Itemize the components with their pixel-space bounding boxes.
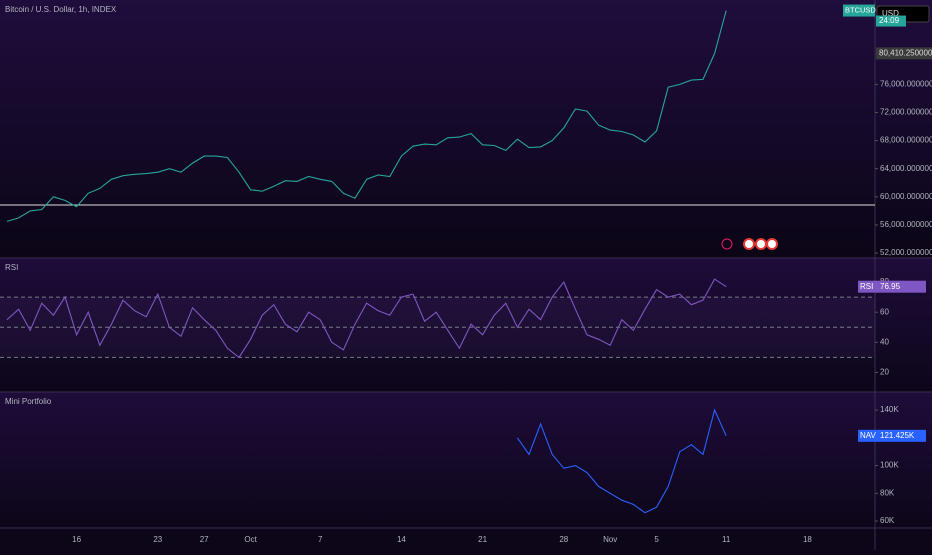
y-tick-label: 56,000.000000 bbox=[880, 220, 932, 229]
y-tick-label: 40 bbox=[880, 337, 889, 346]
x-tick-label: 23 bbox=[153, 535, 162, 544]
x-tick-label: Oct bbox=[244, 535, 257, 544]
y-tick-label: 72,000.000000 bbox=[880, 108, 932, 117]
y-tick-label: 76,000.000000 bbox=[880, 79, 932, 88]
portfolio-pane bbox=[0, 392, 932, 528]
y-tick-label: 68,000.000000 bbox=[880, 136, 932, 145]
name-tag bbox=[858, 429, 876, 442]
symbol-label: BTCUSD bbox=[845, 6, 876, 15]
name-tag bbox=[858, 280, 876, 293]
y-tick-label: 64,000.000000 bbox=[880, 164, 932, 173]
series-line bbox=[516, 408, 727, 514]
pane-title: RSI bbox=[5, 263, 18, 272]
y-tick-label: 60 bbox=[880, 307, 889, 316]
x-tick-label: 14 bbox=[397, 535, 406, 544]
tag-name: RSI bbox=[860, 282, 873, 291]
event-icon[interactable] bbox=[721, 238, 733, 250]
x-tick-label: 21 bbox=[478, 535, 487, 544]
event-icon[interactable] bbox=[766, 238, 778, 250]
x-tick-label: 28 bbox=[559, 535, 568, 544]
x-tick-label: 27 bbox=[200, 535, 209, 544]
rsi-pane bbox=[0, 258, 932, 392]
tag-value: 121.425K bbox=[880, 431, 915, 440]
countdown: 24:09 bbox=[879, 16, 900, 25]
x-tick-label: Nov bbox=[603, 535, 617, 544]
event-icons bbox=[721, 238, 778, 250]
tag-name: NAV bbox=[860, 431, 877, 440]
price-line-label: 80,410.250000 bbox=[879, 48, 932, 57]
y-tick-label: 140K bbox=[880, 405, 899, 414]
x-tick-label: 11 bbox=[722, 535, 731, 544]
y-tick-label: 20 bbox=[880, 368, 889, 377]
tag-value: 76.95 bbox=[880, 282, 901, 291]
x-tick-label: 16 bbox=[72, 535, 81, 544]
y-tick-label: 60,000.000000 bbox=[880, 192, 932, 201]
value-tag bbox=[876, 280, 926, 293]
price-pane bbox=[0, 0, 932, 258]
value-tag bbox=[876, 429, 926, 442]
series-line bbox=[6, 278, 727, 359]
y-tick-label: 80K bbox=[880, 488, 895, 497]
symbol-tag bbox=[843, 4, 875, 17]
countdown-tag bbox=[876, 15, 906, 27]
pane-title: Mini Portfolio bbox=[5, 397, 52, 406]
price-line-tag bbox=[876, 47, 932, 60]
chart-title: Bitcoin / U.S. Dollar, 1h, INDEX bbox=[5, 5, 117, 14]
currency[interactable]: USD bbox=[882, 9, 899, 18]
y-tick-label: 52,000.000000 bbox=[880, 248, 932, 257]
event-icon[interactable] bbox=[743, 238, 755, 250]
y-tick-label: 100K bbox=[880, 461, 899, 470]
x-tick-label: 7 bbox=[318, 535, 323, 544]
series-line bbox=[6, 10, 727, 222]
event-icon[interactable] bbox=[755, 238, 767, 250]
y-tick-label: 60K bbox=[880, 516, 895, 525]
x-tick-label: 18 bbox=[803, 535, 812, 544]
x-tick-label: 5 bbox=[654, 535, 659, 544]
time-axis bbox=[0, 528, 932, 550]
